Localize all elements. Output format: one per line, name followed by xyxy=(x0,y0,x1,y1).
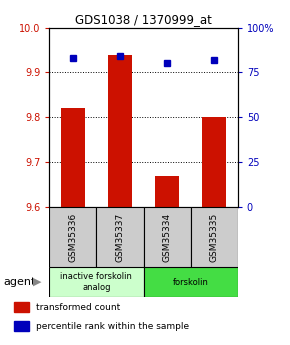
Text: transformed count: transformed count xyxy=(36,303,120,312)
Text: ▶: ▶ xyxy=(33,277,42,287)
Bar xyxy=(144,207,191,267)
Bar xyxy=(14,302,29,313)
Text: GSM35337: GSM35337 xyxy=(115,213,124,262)
Bar xyxy=(202,117,226,207)
Text: forskolin: forskolin xyxy=(173,277,209,287)
Bar xyxy=(49,267,144,297)
Bar xyxy=(191,207,238,267)
Text: percentile rank within the sample: percentile rank within the sample xyxy=(36,322,189,331)
Text: GSM35336: GSM35336 xyxy=(68,213,77,262)
Bar xyxy=(155,176,179,207)
Text: GSM35334: GSM35334 xyxy=(163,213,172,262)
Title: GDS1038 / 1370999_at: GDS1038 / 1370999_at xyxy=(75,13,212,27)
Text: inactive forskolin
analog: inactive forskolin analog xyxy=(61,272,132,292)
Bar xyxy=(96,207,144,267)
Text: GSM35335: GSM35335 xyxy=(210,213,219,262)
Bar xyxy=(144,267,238,297)
Bar xyxy=(14,321,29,332)
Text: agent: agent xyxy=(3,277,35,287)
Bar xyxy=(49,207,96,267)
Bar xyxy=(108,55,132,207)
Bar xyxy=(61,108,85,207)
